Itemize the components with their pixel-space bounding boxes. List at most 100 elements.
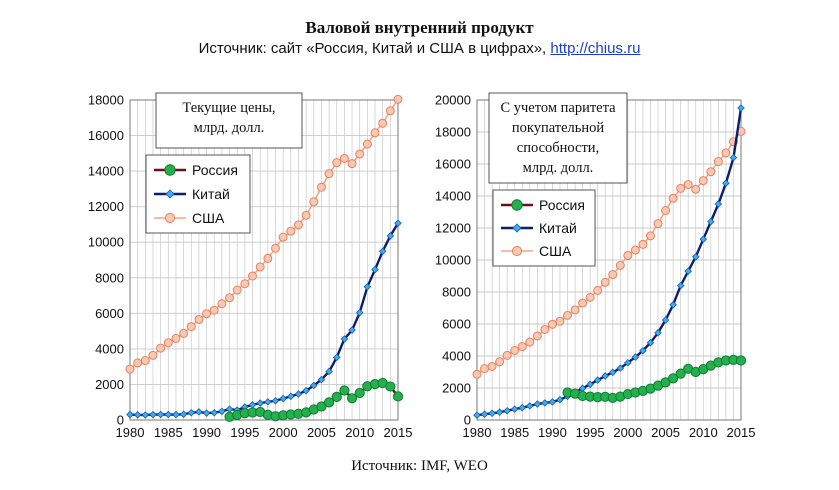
chart2-ytick-label-0: 0 — [464, 413, 471, 428]
chart2-xtick-label-2000: 2000 — [613, 425, 642, 440]
chart2-point-usa-1992 — [563, 310, 573, 320]
chart1-point-china-2001 — [287, 392, 295, 401]
chart2-point-usa-2009 — [691, 184, 701, 194]
chart1-point-russia-2015 — [392, 391, 404, 402]
chart2-point-usa-2010 — [698, 176, 708, 186]
chart1-ytick-label-4000: 4000 — [95, 341, 124, 356]
chart2-point-usa-1983 — [495, 357, 505, 367]
chart1-point-usa-2009 — [347, 159, 357, 169]
chart2-point-china-2014 — [729, 153, 738, 162]
chart1-point-china-2009 — [348, 326, 356, 334]
chart2-point-russia-2006 — [668, 373, 679, 384]
chart1-point-usa-1999 — [270, 243, 280, 253]
chart1-point-china-1984 — [156, 410, 165, 419]
chart1-series-russia — [224, 377, 404, 422]
chart2-ytick-label-10000: 10000 — [435, 253, 471, 268]
chart1-point-china-2013 — [378, 247, 387, 256]
chart2-title-line-4: млрд. долл. — [523, 160, 594, 176]
chart2-legend-label-china: Китай — [539, 220, 577, 236]
chart1-xtick-label-2000: 2000 — [269, 425, 298, 440]
chart2-ytick-label-2000: 2000 — [442, 381, 471, 396]
chart1-series-usa — [125, 94, 403, 374]
chart2-point-usa-2001 — [630, 245, 640, 255]
chart1-point-usa-1985 — [163, 338, 173, 348]
chart2-series-usa — [472, 126, 746, 379]
chart1-point-china-2005 — [317, 375, 326, 384]
chart1-point-china-1985 — [164, 410, 173, 419]
chart2-point-china-2010 — [699, 235, 708, 243]
chart1-point-china-2006 — [325, 367, 333, 376]
chart2-xtick-label-1985: 1985 — [500, 425, 529, 440]
chart2-point-china-2000 — [624, 358, 632, 367]
chart1-point-usa-1983 — [148, 350, 158, 360]
footer-source: Источник: IMF, WEO — [351, 458, 488, 474]
chart1-point-china-2015 — [394, 219, 402, 228]
chart2-point-china-1999 — [616, 364, 625, 372]
chart1-point-china-2003 — [302, 386, 310, 395]
chart1-title-box: Текущие цены, млрд. долл. — [155, 92, 303, 149]
chart1-point-russia-2014 — [385, 381, 396, 392]
chart2-point-china-1997 — [601, 372, 609, 380]
chart2-point-usa-2013 — [721, 148, 731, 158]
chart2-xtick-label-2005: 2005 — [651, 425, 680, 440]
chart1-point-usa-1986 — [171, 333, 181, 343]
chart2-ytick-label-14000: 14000 — [435, 189, 471, 204]
chart2-point-usa-1996 — [593, 285, 603, 295]
chart2-point-usa-2011 — [706, 167, 716, 177]
chart1-ytick-label-14000: 14000 — [88, 164, 124, 179]
chart1-title-box-frame — [155, 92, 303, 149]
chart2-point-china-1983 — [495, 408, 504, 416]
chart2-point-usa-1993 — [570, 305, 580, 315]
chart2-xtick-label-1990: 1990 — [538, 425, 567, 440]
chart1-legend-marker-usa — [164, 212, 176, 224]
chart1-point-usa-2003 — [301, 210, 311, 220]
chart2-xtick-label-1995: 1995 — [576, 425, 605, 440]
chart2-point-china-2003 — [646, 338, 655, 347]
chart1-point-usa-1995 — [240, 279, 250, 289]
chart2-point-usa-2008 — [683, 179, 693, 189]
chart2-point-usa-1998 — [608, 270, 618, 280]
chart2-xtick-label-2010: 2010 — [689, 425, 718, 440]
chart2-point-usa-2006 — [668, 193, 678, 203]
chart1-xtick-label-2005: 2005 — [307, 425, 336, 440]
chart1-point-usa-1988 — [186, 322, 196, 332]
chart2-point-usa-1987 — [525, 337, 535, 347]
chart2-point-usa-1989 — [540, 324, 550, 334]
chart2-point-usa-1982 — [487, 361, 497, 371]
chart1-point-russia-2010 — [354, 387, 365, 399]
chart2-point-russia-2007 — [675, 368, 686, 379]
chart2-ytick-label-8000: 8000 — [442, 285, 471, 300]
chart1-point-china-2002 — [294, 390, 303, 398]
chart2-series-russia — [562, 354, 747, 404]
chart1-legend-marker-china — [165, 189, 175, 199]
chart2-point-usa-2003 — [645, 231, 655, 241]
chart2-point-china-1996 — [593, 376, 602, 384]
subtitle-text: Источник: сайт «Россия, Китай и США в ци… — [198, 40, 547, 57]
chart2-point-china-1982 — [488, 409, 496, 418]
chart1-ytick-label-0: 0 — [117, 413, 124, 428]
chart1-title-line-2: млрд. долл. — [194, 120, 265, 136]
chart2-point-china-2013 — [722, 179, 730, 187]
chart2-point-usa-1984 — [502, 350, 512, 360]
chart2-xtick-label-2015: 2015 — [727, 425, 756, 440]
chart2-point-usa-2012 — [713, 157, 723, 167]
chart2-ytick-label-4000: 4000 — [442, 349, 471, 364]
chart1-point-usa-1998 — [263, 253, 273, 263]
chart1-point-usa-1980 — [125, 364, 135, 374]
chart2-point-china-1989 — [541, 399, 549, 407]
chart1-ytick-label-2000: 2000 — [95, 377, 124, 392]
chart1-point-china-1981 — [133, 411, 142, 419]
chart1-point-usa-1996 — [248, 271, 258, 281]
chart2-point-russia-2015 — [735, 355, 747, 366]
chart1-ytick-label-8000: 8000 — [95, 270, 124, 285]
chart2-point-usa-1994 — [578, 298, 588, 308]
chart1-xtick-label-1995: 1995 — [230, 425, 259, 440]
chart1-point-china-2012 — [371, 265, 379, 274]
chart1-point-russia-2005 — [316, 401, 327, 412]
source-link[interactable]: http://chius.ru — [550, 40, 641, 57]
chart1-point-china-2011 — [363, 283, 372, 291]
chart2-ytick-label-18000: 18000 — [435, 125, 471, 140]
